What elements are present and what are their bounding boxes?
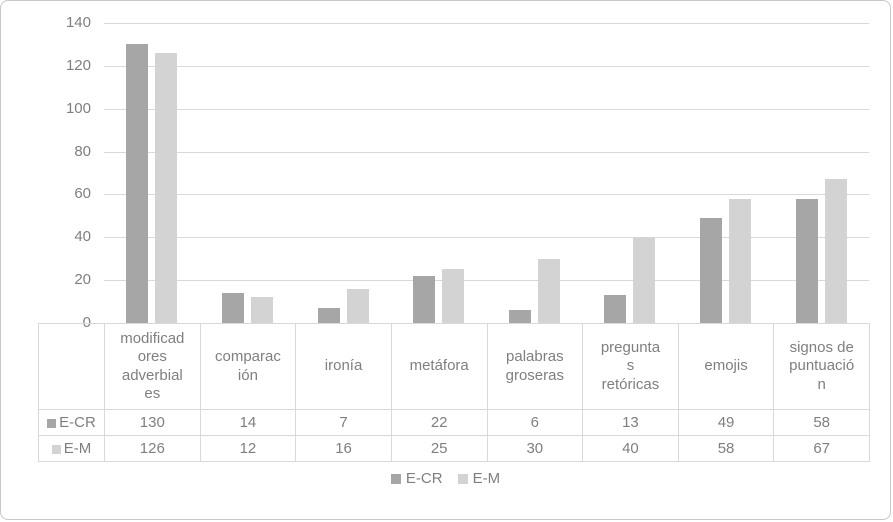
value-cell: 16 [295,435,392,462]
value-cell: 49 [677,409,775,436]
gridline-y-60 [104,194,869,196]
value-cell: 58 [773,409,870,436]
value-cell: 22 [390,409,488,436]
category-header-cell: comparación [199,323,297,410]
legend-label-e-m: E-M [472,470,501,487]
bar-e-m-6 [633,237,656,323]
bar-e-m-4 [442,269,465,323]
bar-e-cr-1 [126,44,149,323]
y-axis-tick-label: 100 [65,99,91,117]
value-cell: 126 [104,435,201,462]
value-cell: 40 [582,435,679,462]
bar-e-m-5 [537,258,560,323]
bar-e-m-2 [250,297,273,323]
legend-item-e-m: E-M [457,470,501,487]
chart-data-table: modificadores adverbiales comparación iron… [38,323,870,462]
category-header-cell: modificadores adverbiales [104,323,201,410]
bar-e-cr-5 [508,310,531,323]
bar-e-m-7 [729,198,752,323]
category-header-cell: emojis [677,323,775,410]
legend-swatch-e-m [457,473,468,484]
gridline-y-40 [104,237,869,239]
series-swatch-icon [51,445,61,454]
series-swatch-icon [47,419,57,428]
y-axis-tick-label: 120 [65,57,91,75]
bar-e-cr-6 [604,295,627,323]
legend-item-e-cr: E-CR [390,470,443,487]
y-axis-tick-label: 80 [74,142,91,160]
gridline-y-140 [104,23,869,24]
value-cell: 6 [486,409,584,436]
value-cell: 13 [582,409,679,436]
value-cell: 30 [486,435,584,462]
table-row-e-cr: E-CR 130 14 7 22 6 13 49 58 [38,409,870,436]
bar-e-m-8 [824,179,847,323]
category-header-cell: palabras groseras [486,323,584,410]
bar-e-m-3 [346,288,369,323]
category-header-cell: signos de puntuación [773,323,870,410]
gridline-y-100 [104,108,869,110]
table-header-row: modificadores adverbiales comparación iron… [38,323,870,410]
legend-swatch-e-cr [390,473,401,484]
y-axis-tick-label: 140 [65,14,91,32]
value-cell: 67 [773,435,870,462]
gridline-y-120 [104,65,869,67]
chart-legend: E-CR E-M [1,470,890,487]
bar-e-cr-3 [317,308,340,323]
series-label-cell: E-M [38,435,105,462]
value-cell: 12 [199,435,297,462]
bar-e-cr-2 [221,293,244,323]
value-cell: 58 [677,435,775,462]
value-cell: 7 [295,409,392,436]
legend-label-e-cr: E-CR [405,470,443,487]
category-header-cell: preguntas retóricas [582,323,679,410]
y-axis-tick-label: 60 [74,185,91,203]
bar-e-cr-4 [413,275,436,323]
category-header-cell: ironía [295,323,392,410]
table-corner-cell [38,323,105,410]
y-axis-tick-label: 20 [74,271,91,289]
table-row-e-m: E-M 126 12 16 25 30 40 58 67 [38,435,870,462]
gridline-y-80 [104,151,869,153]
gridline-y-20 [104,280,869,282]
y-axis-tick-label: 40 [74,228,91,246]
value-cell: 25 [390,435,488,462]
bar-e-m-1 [155,53,178,323]
bar-e-cr-7 [700,218,723,323]
value-cell: 130 [104,409,201,436]
series-label-cell: E-CR [38,409,105,436]
bar-e-cr-8 [795,198,818,323]
category-header-cell: metáfora [390,323,488,410]
y-axis-tick-label: 0 [82,314,91,332]
value-cell: 14 [199,409,297,436]
